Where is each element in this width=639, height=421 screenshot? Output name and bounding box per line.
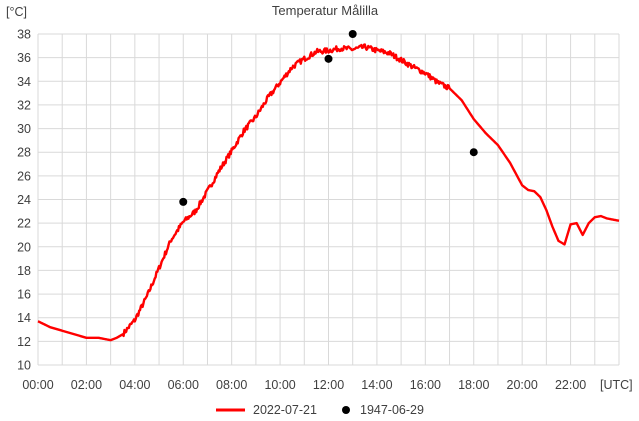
- y-tick-label: 20: [17, 240, 31, 254]
- legend-label-series-2: 1947-06-29: [360, 403, 424, 417]
- y-tick-label: 28: [17, 146, 31, 160]
- y-axis-unit-label: [°C]: [6, 5, 27, 19]
- y-tick-label: 32: [17, 98, 31, 112]
- y-tick-label: 22: [17, 217, 31, 231]
- x-tick-label: 06:00: [168, 378, 199, 392]
- x-tick-label: 14:00: [361, 378, 392, 392]
- y-tick-label: 30: [17, 122, 31, 136]
- x-axis-unit-label: [UTC]: [600, 378, 633, 392]
- x-tick-label: 00:00: [22, 378, 53, 392]
- x-tick-label: 18:00: [458, 378, 489, 392]
- legend-swatch-dot: [342, 406, 350, 414]
- gridlines: [37, 33, 620, 366]
- data-point-1947-06-29: [324, 54, 333, 63]
- x-tick-label: 10:00: [264, 378, 295, 392]
- data-point-1947-06-29: [348, 30, 357, 38]
- chart-title: Temperatur Målilla: [272, 3, 379, 18]
- legend-label-series-1: 2022-07-21: [253, 403, 317, 417]
- y-tick-label: 34: [17, 75, 31, 89]
- y-tick-label: 16: [17, 288, 31, 302]
- series-layer: [37, 30, 620, 342]
- axes: 10 12 14 16 18 20 22 24 26 28 30 32 34 36 38 00:00 02:00…: [17, 28, 586, 393]
- data-point-1947-06-29: [469, 148, 478, 157]
- x-tick-label: 16:00: [410, 378, 441, 392]
- y-tick-label: 18: [17, 264, 31, 278]
- x-tick-label: 20:00: [507, 378, 538, 392]
- y-tick-label: 26: [17, 169, 31, 183]
- y-tick-label: 36: [17, 51, 31, 65]
- x-tick-label: 12:00: [313, 378, 344, 392]
- x-tick-label: 22:00: [555, 378, 586, 392]
- y-tick-label: 10: [17, 359, 31, 373]
- y-tick-label: 38: [17, 28, 31, 42]
- x-tick-label: 08:00: [216, 378, 247, 392]
- y-tick-label: 14: [17, 311, 31, 325]
- x-tick-label: 02:00: [71, 378, 102, 392]
- y-tick-label: 24: [17, 193, 31, 207]
- y-tick-label: 12: [17, 335, 31, 349]
- series-line-2022-07-21: [37, 43, 620, 342]
- x-tick-label: 04:00: [119, 378, 150, 392]
- data-point-1947-06-29: [179, 197, 188, 206]
- legend: 2022-07-21 1947-06-29: [216, 403, 424, 417]
